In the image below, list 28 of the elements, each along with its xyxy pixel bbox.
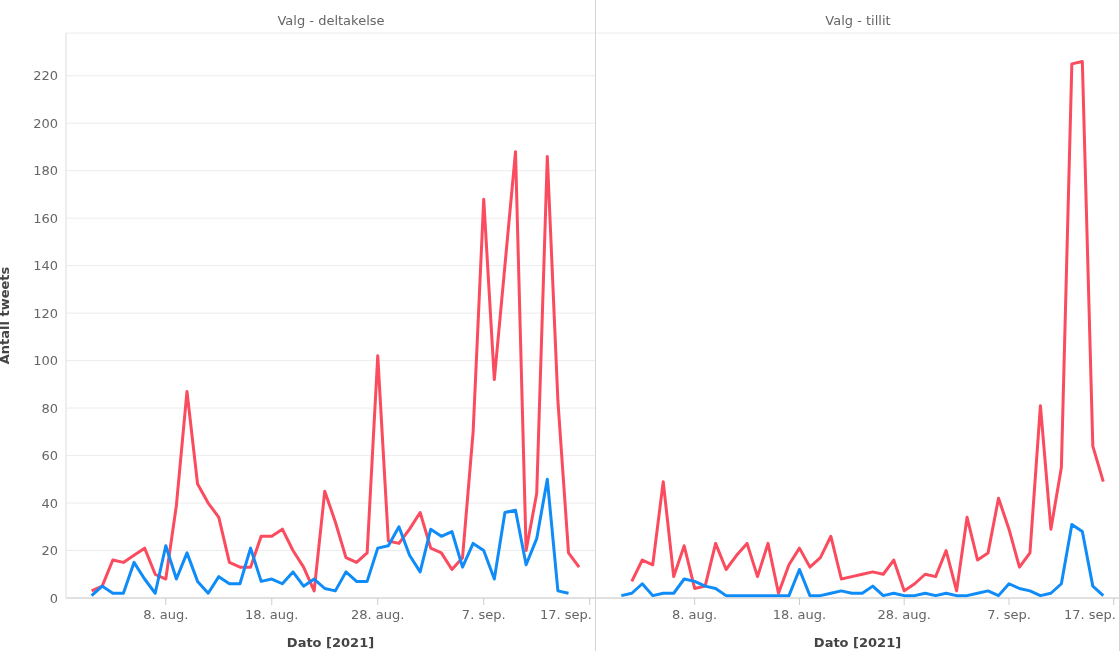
x-tick-label: 7. sep. (461, 607, 506, 622)
y-tick-label: 100 (33, 353, 58, 369)
x-tick-label: 28. aug. (877, 607, 931, 622)
chart-title: Valg - deltakelse (276, 13, 386, 28)
x-axis-title: Dato [2021] (813, 635, 902, 650)
chart-title: Valg - tillit (824, 13, 892, 28)
y-tick-label: 120 (33, 305, 58, 321)
line-series (90, 150, 581, 593)
x-tick-label: 17. sep. (540, 607, 592, 622)
y-tick-label: 220 (33, 68, 58, 84)
x-tick-label: 8. aug. (143, 607, 189, 622)
x-tick-label: 18. aug. (245, 607, 299, 622)
x-axis-title: Dato [2021] (286, 635, 375, 650)
x-tick-label: 17. sep. (1064, 607, 1116, 622)
y-tick-label: 140 (33, 258, 58, 274)
line-series (90, 477, 571, 598)
y-tick-label: 160 (33, 210, 58, 226)
x-tick-label: 7. sep. (987, 607, 1031, 622)
y-tick-label: 20 (41, 543, 58, 559)
y-tick-label: 180 (33, 163, 58, 179)
y-tick-label: 200 (33, 115, 58, 131)
x-tick-label: 8. aug. (672, 607, 718, 622)
y-tick-label: 60 (41, 448, 58, 464)
x-tick-label: 18. aug. (772, 607, 827, 622)
y-tick-label: 80 (41, 400, 58, 416)
y-tick-label: 0 (49, 590, 58, 606)
x-tick-label: 28. aug. (351, 607, 405, 622)
y-tick-label: 40 (41, 495, 58, 511)
